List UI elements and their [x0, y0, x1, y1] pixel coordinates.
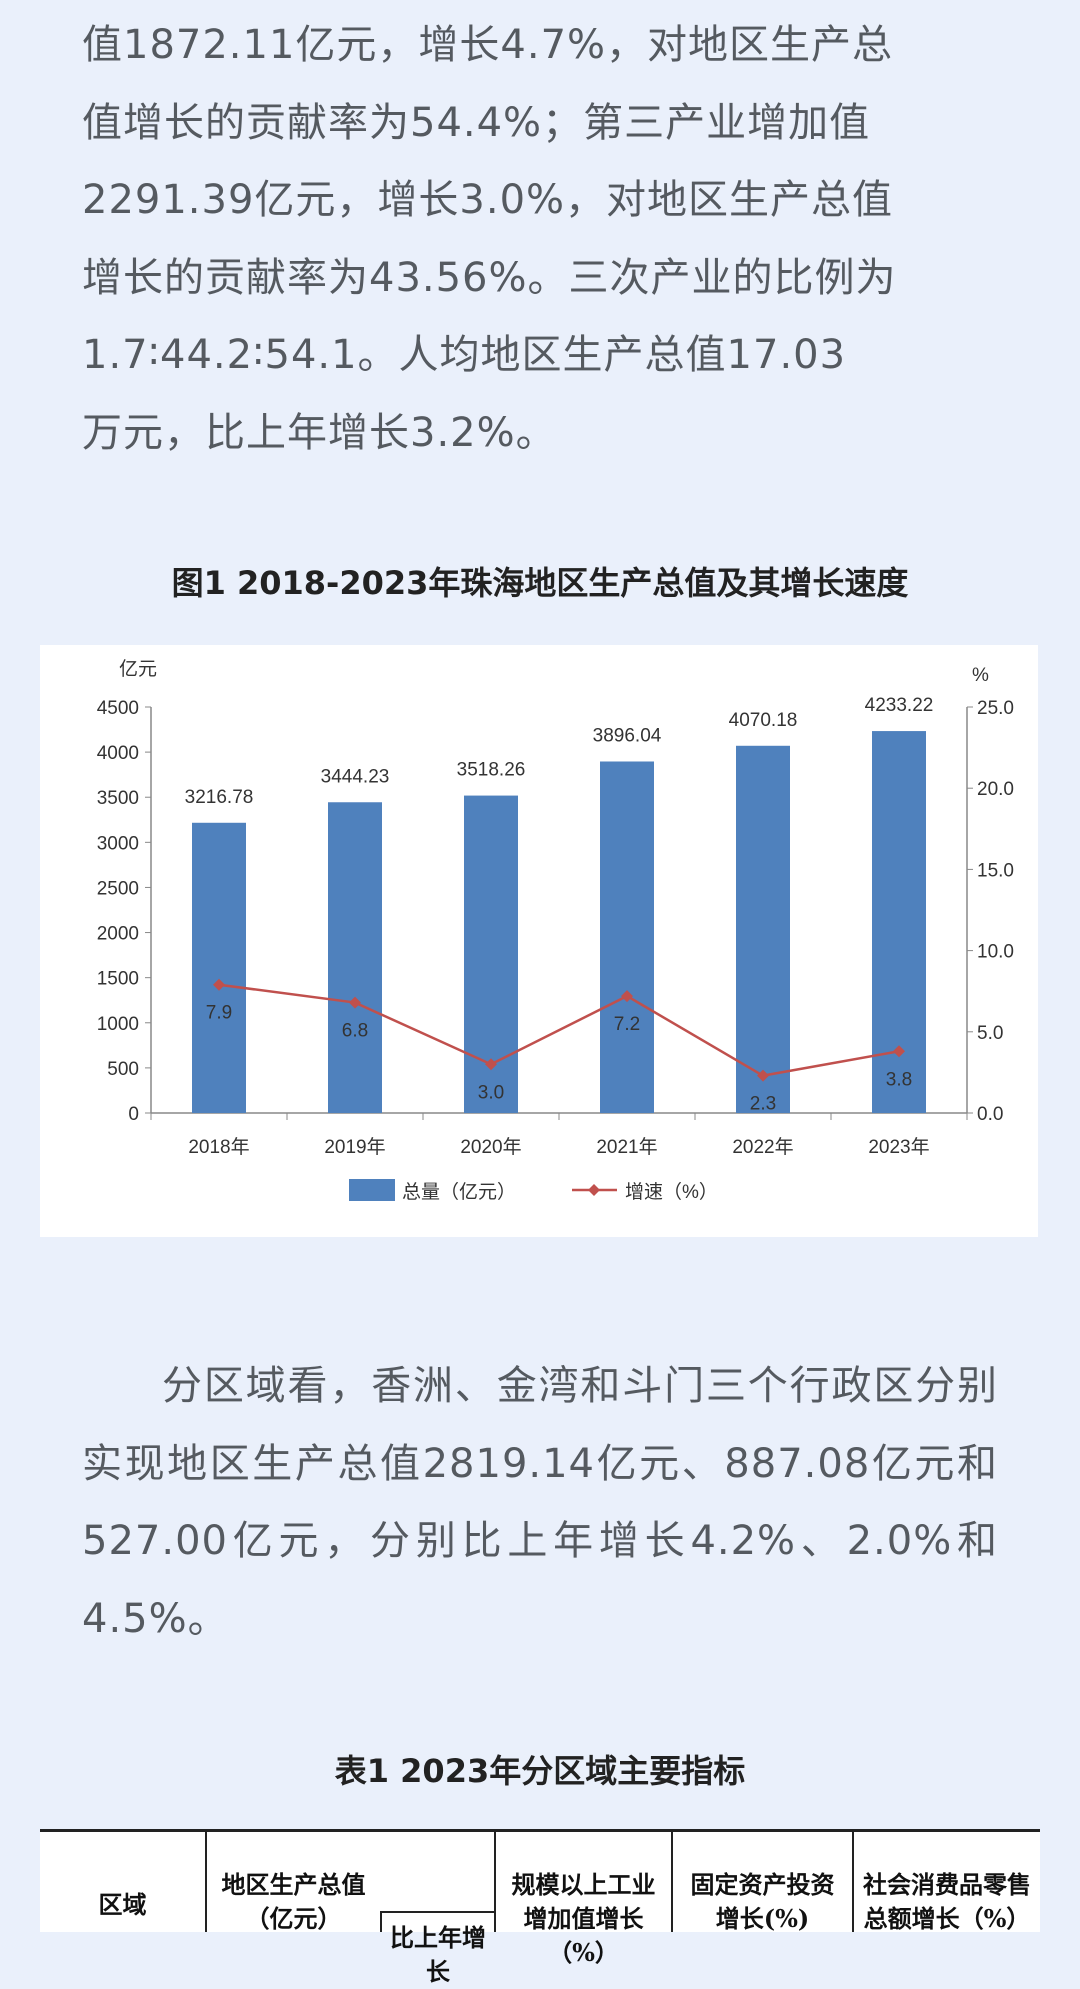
growth-marker [485, 1058, 497, 1071]
bar-2018年 [192, 822, 246, 1113]
paragraph-economy-summary: 值1872.11亿元，增长4.7%，对地区生产总 值增长的贡献率为54.4%；第… [82, 7, 998, 472]
header-investment: 固定资产投资增长(%) [671, 1832, 852, 1933]
left-tick-label: 4500 [97, 698, 139, 719]
category-label: 2021年 [596, 1136, 657, 1158]
header-retail: 社会消费品零售总额增长（%） [852, 1832, 1040, 1933]
table-caption: 表1 2023年分区域主要指标 [334, 1752, 746, 1790]
growth-marker [213, 978, 225, 991]
growth-value-label: 3.0 [478, 1082, 504, 1103]
left-axis-unit: 亿元 [119, 658, 157, 680]
left-tick-label: 3000 [97, 833, 139, 854]
legend-line-marker [588, 1184, 600, 1196]
legend-bar-label: 总量（亿元） [402, 1181, 516, 1203]
growth-marker [621, 990, 633, 1003]
text-line: 1.7∶44.2∶54.1。人均地区生产总值17.03 [82, 332, 847, 378]
growth-value-label: 3.8 [886, 1069, 912, 1090]
text-line: 万元，比上年增长3.2%。 [82, 409, 557, 456]
bar-value-label: 4070.18 [729, 710, 798, 731]
category-label: 2018年 [188, 1136, 249, 1158]
bar-value-label: 3216.78 [185, 787, 254, 808]
right-tick-label: 10.0 [977, 942, 1014, 963]
bar-2019年 [328, 802, 382, 1113]
category-label: 2022年 [732, 1136, 793, 1158]
right-tick-label: 25.0 [977, 698, 1014, 719]
growth-value-label: 6.8 [342, 1021, 368, 1042]
bar-value-label: 3896.04 [593, 725, 662, 746]
left-tick-label: 3500 [97, 788, 139, 809]
text-line: 值增长的贡献率为54.4%；第三产业增加值 [82, 99, 871, 146]
bar-value-label: 3518.26 [457, 760, 526, 781]
right-tick-label: 0.0 [977, 1104, 1003, 1125]
header-industry: 规模以上工业增加值增长（%） [494, 1832, 671, 1967]
growth-marker [349, 996, 361, 1009]
growth-line [218, 983, 900, 1077]
figure-caption: 图1 2018-2023年珠海地区生产总值及其增长速度 [171, 564, 909, 602]
growth-value-label: 7.2 [614, 1014, 640, 1035]
bar-2021年 [600, 761, 654, 1113]
left-tick-label: 500 [107, 1059, 139, 1080]
district-indicators-table: 区域 地区生产总值（亿元） 比上年增长 规模以上工业增加值增长（%） 固定资产投… [40, 1829, 1040, 1986]
right-axis-unit: % [972, 665, 989, 686]
category-label: 2019年 [324, 1136, 385, 1158]
header-gdp: 地区生产总值（亿元） [205, 1832, 380, 1933]
left-tick-label: 1000 [97, 1014, 139, 1035]
growth-value-label: 2.3 [750, 1094, 776, 1115]
bar-2022年 [736, 745, 790, 1113]
growth-marker [757, 1069, 769, 1082]
legend-line-label: 增速（%） [625, 1181, 718, 1203]
growth-marker [893, 1045, 905, 1058]
text-line: 值1872.11亿元，增长4.7%，对地区生产总 [82, 22, 894, 68]
left-tick-label: 2500 [97, 878, 139, 899]
left-tick-label: 0 [128, 1104, 139, 1125]
left-tick-label: 1500 [97, 969, 139, 990]
header-region: 区域 [98, 1890, 147, 1919]
header-growth: 比上年增长 [380, 1911, 494, 1986]
text-line: 2291.39亿元，增长3.0%，对地区生产总值 [82, 177, 894, 223]
right-tick-label: 15.0 [977, 860, 1014, 881]
category-label: 2020年 [460, 1136, 521, 1158]
left-tick-label: 2000 [97, 924, 139, 945]
right-tick-label: 20.0 [977, 779, 1014, 800]
paragraph-district-summary: 分区域看，香洲、金湾和斗门三个行政区分别实现地区生产总值2819.14亿元、88… [82, 1348, 998, 1658]
legend-bar-swatch [349, 1179, 395, 1201]
bar-value-label: 3444.23 [321, 766, 390, 787]
left-tick-label: 4000 [97, 743, 139, 764]
text-line: 增长的贡献率为43.56%。三次产业的比例为 [82, 254, 897, 301]
bar-value-label: 4233.22 [865, 695, 934, 716]
growth-value-label: 7.9 [206, 1003, 232, 1024]
text-paragraph: 分区域看，香洲、金湾和斗门三个行政区分别实现地区生产总值2819.14亿元、88… [82, 1363, 998, 1642]
right-tick-label: 5.0 [977, 1023, 1003, 1044]
category-label: 2023年 [868, 1136, 929, 1158]
gdp-chart: 0 500 1000 1500 2000 2500 3000 3500 4000 4500 0.0 5… [40, 645, 1038, 1237]
